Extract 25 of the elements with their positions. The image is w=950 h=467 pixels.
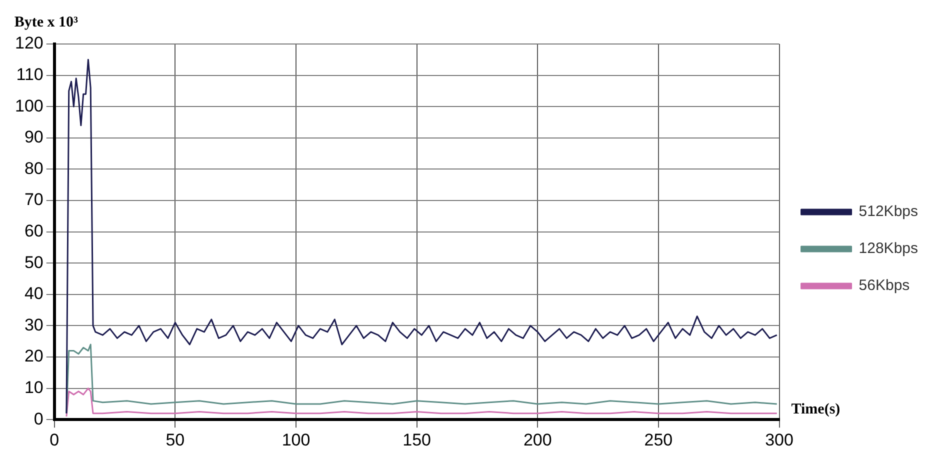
x-tick-label: 250	[644, 430, 673, 450]
y-tick-label: 80	[24, 158, 44, 178]
y-tick-label: 50	[24, 252, 44, 272]
y-tick-label: 90	[24, 128, 44, 147]
x-tick-label: 100	[282, 430, 310, 450]
legend-label: 128Kbps	[858, 240, 918, 258]
x-tick-label: 0	[50, 430, 60, 450]
x-tick-label: 200	[523, 430, 552, 450]
y-tick-label: 40	[24, 284, 44, 304]
x-tick-label: 150	[402, 430, 432, 450]
y-tick-label: 120	[14, 34, 44, 53]
y-tick-label: 100	[14, 96, 44, 116]
y-tick-label: 70	[24, 190, 44, 210]
y-tick-label: 110	[16, 64, 44, 84]
y-tick-label: 20	[24, 346, 44, 366]
legend-label: 56Kbps	[858, 277, 910, 294]
y-tick-label: 60	[24, 221, 44, 240]
legend-label: 512Kbps	[858, 203, 918, 220]
y-axis-title: Byte x 10³	[14, 14, 79, 30]
y-tick-label: 30	[24, 315, 44, 334]
x-tick-label: 50	[166, 430, 185, 450]
x-axis-title: Time(s)	[791, 401, 840, 418]
y-tick-label: 10	[24, 378, 44, 397]
y-tick-label: 0	[34, 409, 44, 428]
x-tick-label: 300	[765, 430, 794, 450]
